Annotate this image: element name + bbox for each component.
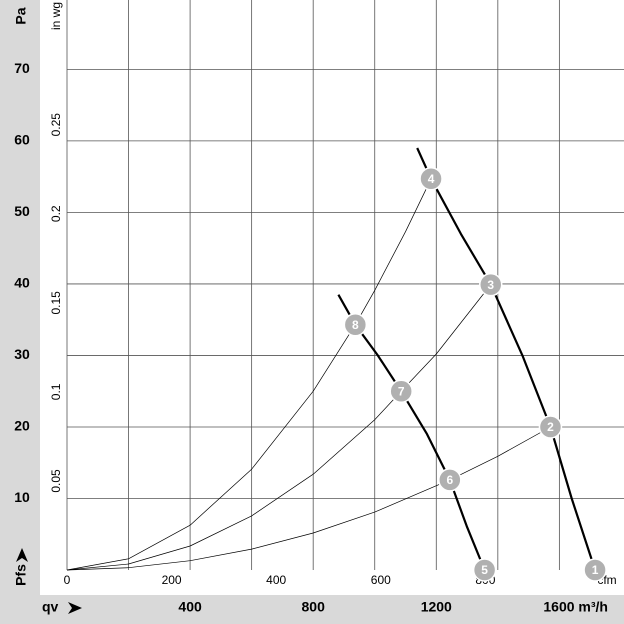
point-label: 2 <box>547 420 554 434</box>
point-marker <box>343 312 368 337</box>
y-arrow <box>16 548 28 562</box>
point-label: 7 <box>398 384 405 398</box>
point-marker <box>472 558 497 582</box>
x-tick-label: 1600 m³/h <box>543 599 608 615</box>
y-tick-label: 70 <box>14 60 30 76</box>
x2-tick-label: 400 <box>266 573 286 587</box>
curve <box>66 178 432 571</box>
y-label: Pfs <box>13 564 29 586</box>
x-tick-label: 400 <box>178 599 202 615</box>
y-tick-label: 50 <box>14 203 30 219</box>
x-arrow <box>68 602 82 614</box>
x-label: qv <box>42 599 59 615</box>
point-marker <box>438 468 462 492</box>
y-tick-label: 60 <box>14 132 30 148</box>
x-axis-band <box>0 595 624 624</box>
curve <box>66 284 492 571</box>
x2-tick-label: 600 <box>371 573 391 587</box>
point-label: 8 <box>352 318 359 332</box>
y2-tick-label: 0.15 <box>49 291 63 315</box>
point-marker <box>479 272 503 297</box>
point-marker <box>583 558 607 582</box>
point-label: 3 <box>487 278 494 292</box>
y-tick-label: 10 <box>14 489 30 505</box>
point-marker <box>389 379 413 403</box>
y-tick-label: 40 <box>14 275 30 291</box>
y-axis-band <box>0 0 40 624</box>
y2-tick-label: 0.1 <box>49 383 63 400</box>
y2-tick-label: 0.2 <box>49 205 63 222</box>
point-marker <box>538 415 563 439</box>
point-marker <box>419 167 443 191</box>
y-unit: Pa <box>13 7 29 24</box>
x-tick-label: 1200 <box>421 599 452 615</box>
curve <box>66 426 551 571</box>
x-tick-label: 800 <box>302 599 326 615</box>
y2-tick-label: 0.05 <box>49 469 63 493</box>
point-label: 5 <box>481 563 488 577</box>
y2-unit: in wg <box>49 2 63 30</box>
point-label: 6 <box>446 473 453 487</box>
point-label: 4 <box>428 172 435 186</box>
y2-tick-label: 0.25 <box>49 113 63 137</box>
y-tick-label: 30 <box>14 346 30 362</box>
y-tick-label: 20 <box>14 418 30 434</box>
x2-tick-label: 0 <box>64 573 71 587</box>
x2-tick-label: 200 <box>162 573 182 587</box>
point-label: 1 <box>592 563 599 577</box>
